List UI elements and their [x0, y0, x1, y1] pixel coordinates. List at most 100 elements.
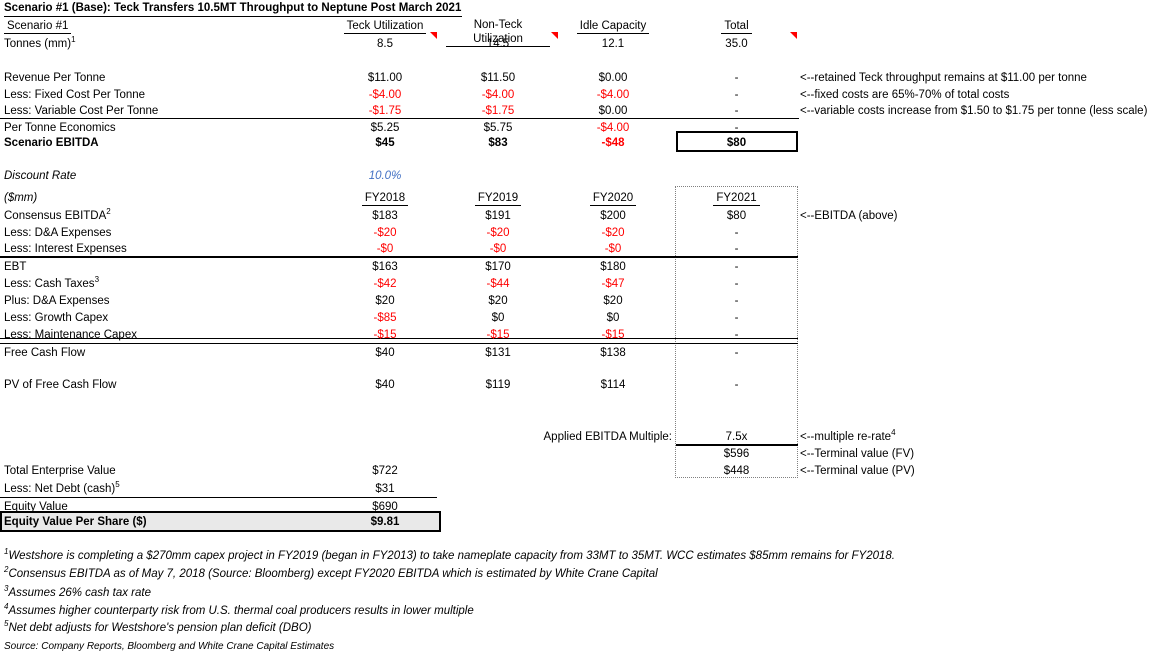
cell-value[interactable]: $191 — [485, 210, 511, 222]
cell-ebitda-multiple-input[interactable]: 7.5x — [725, 431, 748, 443]
scenario-header-label: Scenario #1 — [4, 18, 72, 34]
row-fixed-cost: Less: Fixed Cost Per Tonne -$4.00 -$4.00… — [0, 87, 1158, 103]
cell-value[interactable]: - — [734, 89, 739, 101]
row-label: Per Tonne Economics — [4, 122, 116, 134]
cell-discount-rate-input[interactable]: 10.0% — [368, 170, 402, 182]
cell-value[interactable]: $131 — [485, 347, 511, 359]
cell-value[interactable]: -$15 — [601, 329, 625, 341]
cell-value[interactable]: -$15 — [486, 329, 510, 341]
cell-value[interactable]: $20 — [375, 295, 395, 307]
cell-value[interactable]: $0 — [491, 312, 505, 324]
cell-value[interactable]: $183 — [372, 210, 398, 222]
cell-value[interactable]: -$85 — [373, 312, 397, 324]
cell-value[interactable]: $80 — [726, 210, 747, 222]
cell-value[interactable]: 8.5 — [377, 38, 393, 50]
footnote-3: 3Assumes 26% cash tax rate — [4, 584, 151, 599]
cell-value[interactable]: -$48 — [601, 137, 625, 149]
comment-triangle-icon[interactable] — [430, 32, 437, 39]
scenario-ebitda-total-box — [676, 131, 798, 152]
source-note: Source: Company Reports, Bloomberg and W… — [4, 641, 335, 652]
cell-value[interactable]: 35.0 — [725, 38, 748, 50]
cell-value[interactable]: -$20 — [373, 227, 397, 239]
col-header-fy2018: FY2018 — [333, 190, 437, 206]
cell-value[interactable]: $20 — [603, 295, 623, 307]
annotation-terminal-value-fv: <--Terminal value (FV) — [800, 448, 915, 460]
row-label: EBT — [4, 261, 27, 273]
annotation-revenue: <--retained Teck throughput remains at $… — [800, 72, 1087, 84]
cell-equity-per-share[interactable]: $9.81 — [370, 516, 400, 528]
cell-value[interactable]: - — [734, 227, 739, 239]
cell-value[interactable]: $448 — [723, 465, 750, 477]
cell-value[interactable]: - — [734, 312, 739, 324]
cell-tev[interactable]: $722 — [372, 465, 398, 477]
annotation-fixed-cost: <--fixed costs are 65%-70% of total cost… — [800, 89, 1010, 101]
cell-value[interactable]: $40 — [375, 347, 395, 359]
row-interest-expenses: Less: Interest Expenses -$0 -$0 -$0 - — [0, 241, 1158, 257]
cell-value[interactable]: $138 — [600, 347, 626, 359]
cell-value[interactable]: - — [734, 243, 739, 255]
cell-value[interactable]: $114 — [600, 379, 626, 391]
cell-value[interactable]: -$1.75 — [368, 105, 402, 117]
cell-value[interactable]: -$15 — [373, 329, 397, 341]
row-label: Discount Rate — [4, 170, 77, 182]
cell-value[interactable]: -$0 — [376, 243, 394, 255]
cell-value[interactable]: -$4.00 — [368, 89, 402, 101]
cell-value[interactable]: -$20 — [601, 227, 625, 239]
row-label: Less: Variable Cost Per Tonne — [4, 105, 159, 117]
fy2021-column-outline-box — [675, 186, 798, 478]
cell-scenario-ebitda-total[interactable]: $80 — [726, 137, 747, 149]
cell-value[interactable]: $119 — [485, 379, 511, 391]
cell-value[interactable]: - — [734, 329, 739, 341]
cell-value[interactable]: -$42 — [373, 278, 397, 290]
cell-value[interactable]: -$0 — [604, 243, 622, 255]
cell-value[interactable]: $0.00 — [598, 105, 628, 117]
cell-value[interactable]: -$47 — [601, 278, 625, 290]
cell-value[interactable]: $0 — [606, 312, 620, 324]
cell-value[interactable]: $163 — [372, 261, 398, 273]
cell-value[interactable]: 14.5 — [486, 38, 510, 50]
cell-value[interactable]: $20 — [488, 295, 508, 307]
row-label: Consensus EBITDA2 — [4, 207, 111, 222]
cell-value[interactable]: $83 — [488, 137, 508, 149]
cell-value[interactable]: - — [734, 379, 739, 391]
comment-triangle-icon[interactable] — [551, 32, 558, 39]
cell-value[interactable]: $40 — [375, 379, 395, 391]
cell-value[interactable]: - — [734, 72, 739, 84]
cell-value[interactable]: $5.25 — [370, 122, 400, 134]
cell-equity-value[interactable]: $690 — [372, 501, 398, 513]
cell-value[interactable]: $11.00 — [367, 72, 403, 84]
cell-value[interactable]: - — [734, 122, 739, 134]
cell-value[interactable]: $45 — [375, 137, 395, 149]
cell-value[interactable]: -$1.75 — [481, 105, 515, 117]
cell-value[interactable]: $200 — [600, 210, 626, 222]
cell-value[interactable]: - — [734, 105, 739, 117]
cell-value[interactable]: -$4.00 — [596, 89, 630, 101]
cell-value[interactable]: - — [734, 295, 739, 307]
cell-value[interactable]: $5.75 — [483, 122, 513, 134]
row-label: Scenario EBITDA — [4, 137, 99, 149]
cell-value[interactable]: -$20 — [486, 227, 510, 239]
row-label: Equity Value Per Share ($) — [4, 516, 147, 528]
cell-value[interactable]: -$4.00 — [481, 89, 515, 101]
cell-value[interactable]: -$44 — [486, 278, 510, 290]
cell-value[interactable]: -$4.00 — [596, 122, 630, 134]
footnote-5: 5Net debt adjusts for Westshore's pensio… — [4, 619, 312, 634]
cell-value[interactable]: - — [734, 261, 739, 273]
footnote-4: 4Assumes higher counterparty risk from U… — [4, 602, 474, 617]
cell-value[interactable]: $0.00 — [598, 72, 628, 84]
cell-value[interactable]: $180 — [600, 261, 626, 273]
cell-value[interactable]: 12.1 — [601, 38, 625, 50]
cell-value[interactable]: $11.50 — [480, 72, 516, 84]
comment-triangle-icon[interactable] — [790, 32, 797, 39]
cell-value[interactable]: -$0 — [489, 243, 507, 255]
row-label: PV of Free Cash Flow — [4, 379, 117, 391]
cell-net-debt[interactable]: $31 — [375, 483, 395, 495]
cell-value[interactable]: - — [734, 347, 739, 359]
cell-value[interactable]: - — [734, 278, 739, 290]
col-header-non-teck-utilization: Non-Teck Utilization — [446, 18, 550, 47]
row-equity-value-per-share: Equity Value Per Share ($) $9.81 — [0, 514, 1158, 530]
cell-value[interactable]: $596 — [723, 448, 750, 460]
row-label: Equity Value — [4, 501, 68, 513]
cell-value[interactable]: $170 — [485, 261, 511, 273]
